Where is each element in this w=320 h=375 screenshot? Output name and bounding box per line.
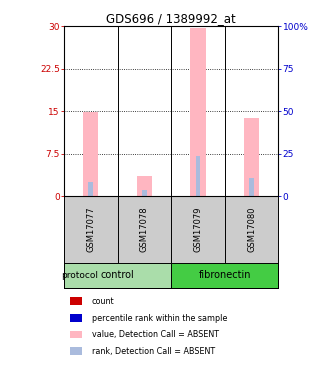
Title: GDS696 / 1389992_at: GDS696 / 1389992_at xyxy=(106,12,236,25)
Bar xyxy=(70,331,82,338)
Bar xyxy=(88,182,93,196)
Bar xyxy=(171,263,278,288)
Bar xyxy=(142,190,147,196)
Text: fibronectin: fibronectin xyxy=(198,270,251,280)
Bar xyxy=(70,297,82,305)
Bar xyxy=(190,28,205,196)
Text: GSM17080: GSM17080 xyxy=(247,207,256,252)
Bar xyxy=(70,314,82,322)
Bar xyxy=(249,178,254,196)
Text: value, Detection Call = ABSENT: value, Detection Call = ABSENT xyxy=(92,330,219,339)
Text: control: control xyxy=(101,270,134,280)
Text: GSM17079: GSM17079 xyxy=(194,207,203,252)
Bar xyxy=(137,176,152,196)
Bar xyxy=(196,156,200,196)
Text: GSM17077: GSM17077 xyxy=(86,207,95,252)
Bar xyxy=(244,118,259,196)
Bar xyxy=(83,112,98,196)
Bar xyxy=(64,263,171,288)
Text: protocol: protocol xyxy=(61,271,98,280)
Text: GSM17078: GSM17078 xyxy=(140,207,149,252)
Text: percentile rank within the sample: percentile rank within the sample xyxy=(92,314,227,322)
Bar xyxy=(70,347,82,355)
Text: rank, Detection Call = ABSENT: rank, Detection Call = ABSENT xyxy=(92,347,215,356)
Text: count: count xyxy=(92,297,115,306)
